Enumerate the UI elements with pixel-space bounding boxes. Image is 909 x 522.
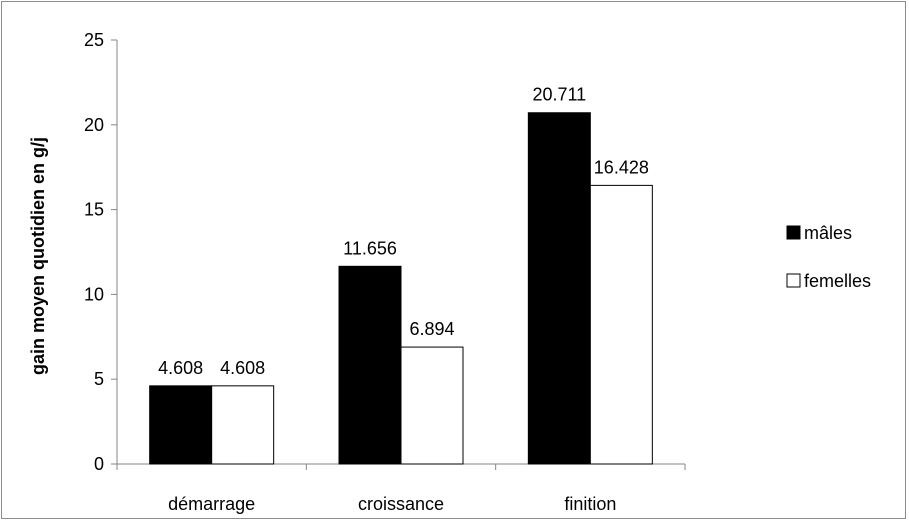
data-label: 11.656 — [343, 238, 397, 258]
legend-label: mâles — [804, 223, 852, 243]
x-category-label: finition — [564, 494, 616, 514]
bar-mâles — [527, 112, 591, 465]
y-tick-label: 10 — [84, 284, 104, 304]
data-label: 4.608 — [158, 358, 203, 378]
y-tick-label: 5 — [94, 369, 104, 389]
legend: mâles femelles — [786, 223, 871, 291]
bar-mâles — [338, 265, 402, 465]
axes: 0 5 10 15 20 25 démarrage croissance finition — [84, 30, 686, 514]
legend-swatch — [786, 273, 801, 288]
bars — [149, 112, 653, 465]
y-axis-title: gain moyen quotidien en g/j — [28, 137, 48, 375]
x-category-label: démarrage — [168, 494, 255, 514]
data-label: 6.894 — [409, 319, 454, 339]
bar-femelles — [211, 385, 275, 465]
legend-label: femelles — [804, 271, 871, 291]
data-label: 4.608 — [220, 358, 265, 378]
y-tick-label: 15 — [84, 200, 104, 220]
bar-femelles — [400, 346, 464, 465]
data-label: 20.711 — [532, 85, 586, 105]
legend-swatch — [786, 225, 801, 240]
bar-femelles — [589, 184, 653, 465]
y-tick-label: 20 — [84, 115, 104, 135]
y-tick-label: 0 — [94, 454, 104, 474]
data-label: 16.428 — [594, 157, 649, 177]
data-labels: 4.608 11.656 20.711 4.608 6.894 16.428 — [158, 85, 649, 378]
y-tick-label: 25 — [84, 30, 104, 50]
bar-mâles — [149, 385, 213, 465]
x-category-label: croissance — [358, 494, 444, 514]
